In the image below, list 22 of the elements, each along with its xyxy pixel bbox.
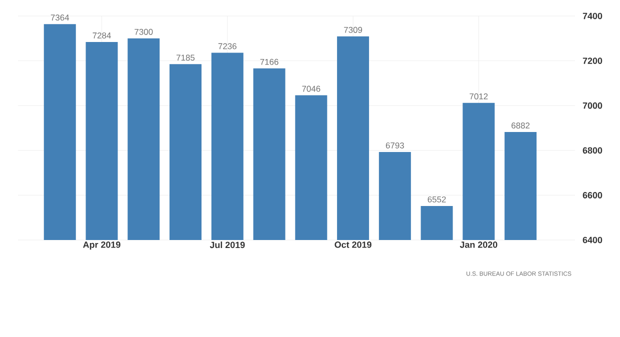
data-label: 7046: [302, 86, 320, 92]
data-label: 7012: [470, 93, 488, 100]
x-tick-label: Jul 2019: [210, 242, 245, 248]
y-tick-label: 6400: [582, 236, 602, 244]
data-label: 6552: [428, 196, 446, 202]
y-tick-label: 7200: [582, 58, 602, 64]
y-tick-label: 7400: [582, 12, 602, 20]
data-label: 7309: [344, 26, 362, 33]
x-tick-label: Oct 2019: [334, 242, 372, 248]
x-tick-label: Jan 2020: [460, 242, 498, 248]
data-label: 7236: [218, 43, 236, 50]
x-tick-label: Apr 2019: [83, 242, 120, 250]
data-label: 7364: [50, 14, 70, 21]
data-label: 7284: [92, 32, 111, 38]
data-label: 7185: [176, 54, 195, 61]
y-tick-label: 7000: [582, 102, 602, 109]
data-label: 6793: [386, 142, 404, 148]
data-label: 7166: [260, 58, 278, 65]
y-tick-label: 6600: [582, 192, 602, 198]
y-tick-label: 6800: [582, 147, 602, 154]
data-label: 6882: [512, 122, 530, 129]
data-label: 7300: [134, 28, 153, 35]
